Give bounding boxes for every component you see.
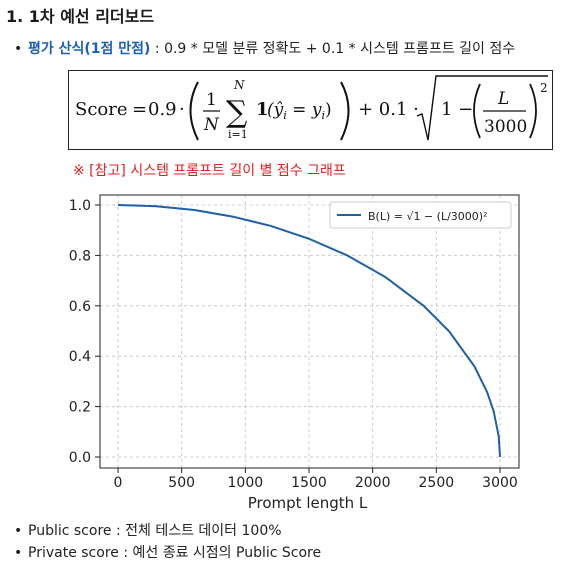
plot-frame bbox=[99, 194, 520, 469]
formula-plus: + 0.1 · bbox=[358, 99, 419, 120]
x-tick-label: 1000 bbox=[228, 475, 264, 491]
formula-L: L bbox=[497, 89, 509, 109]
footer-public: • Public score : 전체 테스트 데이터 100% bbox=[14, 520, 282, 540]
formula-score: Score bbox=[75, 99, 128, 120]
y-tick-label: 0.2 bbox=[69, 400, 91, 416]
public-score-text: Public score : 전체 테스트 데이터 100% bbox=[28, 523, 282, 539]
formula-right-paren bbox=[340, 81, 350, 141]
x-axis-label: Prompt length L bbox=[248, 494, 368, 512]
formula-equals: = bbox=[132, 99, 147, 120]
formula-exponent: 2 bbox=[540, 81, 548, 95]
y-tick-label: 1.0 bbox=[69, 198, 91, 214]
formula-sum-top: N bbox=[233, 78, 245, 92]
formula-indicator: 1 bbox=[256, 99, 269, 120]
formula-denom: 3000 bbox=[484, 117, 527, 137]
y-tick-label: 0.4 bbox=[69, 349, 91, 365]
formula-box: Score = 0.9 · 1 N N ∑ i=1 1 (ŷi = yi) + … bbox=[68, 70, 553, 150]
x-tick-label: 0 bbox=[114, 475, 123, 491]
formula-one: 1 bbox=[206, 90, 217, 110]
chart-legend: B(L) = √1 − (L/3000)² bbox=[329, 201, 512, 229]
formula-N: N bbox=[203, 115, 220, 135]
formula-sqrt bbox=[416, 75, 548, 141]
legend-box bbox=[329, 201, 512, 229]
formula-inner: (ŷi = yi) bbox=[267, 100, 332, 122]
chart-axes: 0 500 1000 1500 2000 2500 3000 0.0 0.2 0.4 0.6 0.8 1… bbox=[69, 194, 520, 512]
x-tick-label: 1500 bbox=[291, 475, 327, 491]
eval-description: : 0.9 * 모델 분류 정확도 + 0.1 * 시스템 프롬프트 길이 점수 bbox=[150, 41, 516, 57]
x-tick-label: 3000 bbox=[482, 475, 518, 491]
y-tick-label: 0.8 bbox=[69, 248, 91, 264]
section-heading: 1. 1차 예선 리더보드 bbox=[6, 7, 155, 26]
footer-private: • Private score : 예선 종료 시점의 Public Score bbox=[14, 542, 321, 562]
chart-note: ※ [참고] 시스템 프롬프트 길이 별 점수 그래프 bbox=[73, 163, 346, 179]
formula-coef: 0.9 bbox=[148, 99, 177, 120]
bullet-dot: • bbox=[14, 41, 23, 57]
formula-inner-left-paren bbox=[473, 83, 481, 139]
score-chart: 0 500 1000 1500 2000 2500 3000 0.0 0.2 0.4 0.6 0.8 1… bbox=[69, 194, 520, 512]
formula-root-one: 1 − bbox=[441, 99, 473, 120]
y-tick-label: 0.6 bbox=[69, 299, 91, 315]
private-score-text: Private score : 예선 종료 시점의 Public Score bbox=[28, 545, 322, 561]
chart-grid bbox=[100, 195, 519, 468]
y-tick-label: 0.0 bbox=[69, 450, 91, 466]
formula-sum-bottom: i=1 bbox=[228, 128, 248, 141]
series-line bbox=[117, 204, 501, 458]
bullet-dot: • bbox=[14, 523, 23, 539]
svg-text:·: · bbox=[179, 99, 185, 120]
eval-label: 평가 산식(1점 만점) bbox=[28, 41, 151, 57]
x-tick-label: 2500 bbox=[419, 475, 455, 491]
formula-inner-right-paren bbox=[529, 83, 537, 139]
chart-series bbox=[117, 204, 501, 458]
formula-sum-sign: ∑ bbox=[226, 95, 248, 130]
formula-left-paren bbox=[189, 81, 199, 141]
formula-render: Score = 0.9 · 1 N N ∑ i=1 1 (ŷi = yi) + … bbox=[75, 75, 548, 141]
bullet-dot: • bbox=[14, 545, 23, 561]
eval-formula-line: • 평가 산식(1점 만점) : 0.9 * 모델 분류 정확도 + 0.1 * … bbox=[14, 38, 515, 58]
x-tick-label: 2000 bbox=[355, 475, 391, 491]
legend-label: B(L) = √1 − (L/3000)² bbox=[368, 210, 488, 223]
x-tick-label: 500 bbox=[168, 475, 195, 491]
